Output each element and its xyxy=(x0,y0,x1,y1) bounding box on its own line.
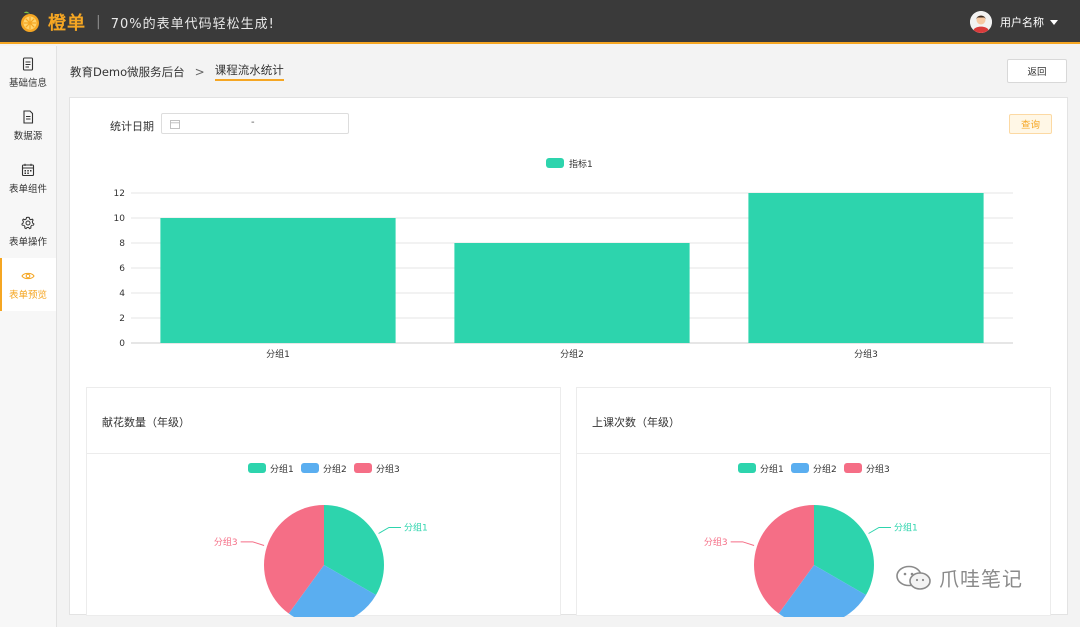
bars xyxy=(160,193,984,343)
bar[interactable] xyxy=(160,218,396,343)
sidebar-item-form-components[interactable]: 表单组件 xyxy=(0,152,56,205)
sidebar-item-basic-info[interactable]: 基础信息 xyxy=(0,46,56,99)
panel-divider xyxy=(87,453,560,454)
y-tick-label: 12 xyxy=(114,189,125,199)
legend-swatch xyxy=(301,463,319,473)
pie-slice[interactable] xyxy=(778,565,866,617)
pie-slice[interactable] xyxy=(264,505,324,614)
bar[interactable] xyxy=(454,243,690,343)
filter-date-label: 统计日期 xyxy=(110,120,154,133)
watermark: 爪哇笔记 xyxy=(895,563,1023,592)
sidebar-item-label: 表单预览 xyxy=(8,289,47,301)
legend-label: 分组2 xyxy=(323,463,347,475)
pie-chart: 分组1 分组2 分组3 分组1 分组3 xyxy=(214,463,428,617)
orange-logo-icon xyxy=(21,11,39,32)
legend-swatch xyxy=(546,158,564,168)
sidebar-item-label: 表单操作 xyxy=(8,236,47,248)
legend-label: 分组3 xyxy=(376,463,400,475)
legend-item[interactable]: 分组3 xyxy=(354,463,400,475)
legend-item[interactable]: 分组1 xyxy=(738,463,784,475)
y-tick-label: 4 xyxy=(119,289,125,299)
top-bar: 橙单 | 70%的表单代码轻松生成! 用户名称 xyxy=(0,0,1080,44)
label-line xyxy=(730,541,755,547)
legend-item[interactable]: 分组2 xyxy=(301,463,347,475)
sidebar-item-label: 基础信息 xyxy=(8,77,47,89)
legend-item[interactable]: 分组2 xyxy=(791,463,837,475)
pie-slice[interactable] xyxy=(324,505,384,595)
sidebar: 基础信息 数据源 表单组件 表单操作 表单预览 xyxy=(0,46,57,627)
x-axis-labels: 分组1 分组2 分组3 xyxy=(266,348,878,360)
legend-swatch xyxy=(354,463,372,473)
legend-swatch xyxy=(248,463,266,473)
breadcrumb-root[interactable]: 教育Demo微服务后台 xyxy=(70,64,185,79)
breadcrumb: 教育Demo微服务后台 > 课程流水统计 xyxy=(70,62,284,81)
user-menu[interactable]: 用户名称 xyxy=(970,11,1058,33)
bar-chart: 指标1 12 10 8 6 4 2 0 分组1 分组2 分组3 xyxy=(114,158,1013,360)
slogan: 70%的表单代码轻松生成! xyxy=(110,16,275,32)
legend-label: 指标1 xyxy=(569,158,593,170)
breadcrumb-separator: > xyxy=(194,64,205,79)
pie-chart: 分组1 分组2 分组3 分组1 分组3 xyxy=(704,463,918,617)
pie-slice[interactable] xyxy=(814,505,874,595)
legend-item[interactable]: 分组3 xyxy=(844,463,890,475)
x-tick-label: 分组3 xyxy=(854,348,878,360)
logo[interactable]: 橙单 | 70%的表单代码轻松生成! xyxy=(18,9,275,35)
bar[interactable] xyxy=(748,193,984,343)
panel-title: 献花数量（年级） xyxy=(102,416,190,429)
legend-swatch xyxy=(844,463,862,473)
y-tick-label: 10 xyxy=(114,214,126,224)
sidebar-item-form-actions[interactable]: 表单操作 xyxy=(0,205,56,258)
sidebar-item-label: 数据源 xyxy=(13,130,43,142)
calendar-grid-icon xyxy=(21,163,35,176)
panel-divider xyxy=(577,453,1050,454)
user-name: 用户名称 xyxy=(1000,16,1044,29)
calendar-icon xyxy=(170,120,180,129)
chevron-down-icon xyxy=(1050,19,1058,25)
pie-panel-classes: 上课次数（年级） 分组1 分组2 分组3 分组1 分组3 xyxy=(576,387,1051,617)
legend-label: 分组1 xyxy=(760,463,784,475)
sidebar-item-data-source[interactable]: 数据源 xyxy=(0,99,56,152)
label-line xyxy=(240,541,265,547)
file-icon xyxy=(23,109,34,124)
pie-panel-flowers: 献花数量（年级） 分组1 分组2 分组3 分组1 分组3 xyxy=(86,387,561,617)
label-line xyxy=(868,527,891,534)
panel-title: 上课次数（年级） xyxy=(592,416,680,429)
pie-slice[interactable] xyxy=(754,505,814,614)
breadcrumb-current: 课程流水统计 xyxy=(214,62,284,81)
legend-label: 分组2 xyxy=(813,463,837,475)
watermark-text: 爪哇笔记 xyxy=(939,567,1023,591)
legend-swatch xyxy=(791,463,809,473)
gear-icon xyxy=(21,216,35,229)
y-tick-label: 2 xyxy=(119,314,125,324)
avatar xyxy=(970,11,992,33)
pie-slice[interactable] xyxy=(288,565,376,617)
back-button[interactable]: 返回 xyxy=(1007,59,1067,83)
date-range-separator: - xyxy=(251,117,255,128)
legend-swatch xyxy=(738,463,756,473)
date-range-picker[interactable]: - xyxy=(161,113,349,134)
x-tick-label: 分组2 xyxy=(560,348,584,360)
sidebar-item-form-preview[interactable]: 表单预览 xyxy=(0,258,56,311)
y-tick-label: 6 xyxy=(119,264,125,274)
report-card: 统计日期 - 查询 指标1 12 10 8 6 4 2 0 分组1 分组2 分组3 献花数量（年… xyxy=(69,97,1068,617)
y-tick-label: 8 xyxy=(119,239,125,249)
legend-label: 分组3 xyxy=(866,463,890,475)
brand-name: 橙单 xyxy=(48,13,86,34)
sidebar-item-label: 表单组件 xyxy=(8,183,47,195)
legend-label: 分组1 xyxy=(270,463,294,475)
eye-icon xyxy=(21,272,35,279)
slice-label: 分组1 xyxy=(404,522,428,534)
wechat-icon xyxy=(896,565,931,590)
label-line xyxy=(378,527,401,534)
slice-label: 分组3 xyxy=(704,536,728,548)
query-button[interactable]: 查询 xyxy=(1009,114,1052,134)
slice-label: 分组1 xyxy=(894,522,918,534)
slice-label: 分组3 xyxy=(214,536,238,548)
legend-item[interactable]: 分组1 xyxy=(248,463,294,475)
y-tick-label: 0 xyxy=(119,339,125,349)
y-axis-ticks: 12 10 8 6 4 2 0 xyxy=(114,189,126,349)
x-tick-label: 分组1 xyxy=(266,348,290,360)
document-icon xyxy=(22,56,34,71)
logo-separator: | xyxy=(96,14,101,30)
